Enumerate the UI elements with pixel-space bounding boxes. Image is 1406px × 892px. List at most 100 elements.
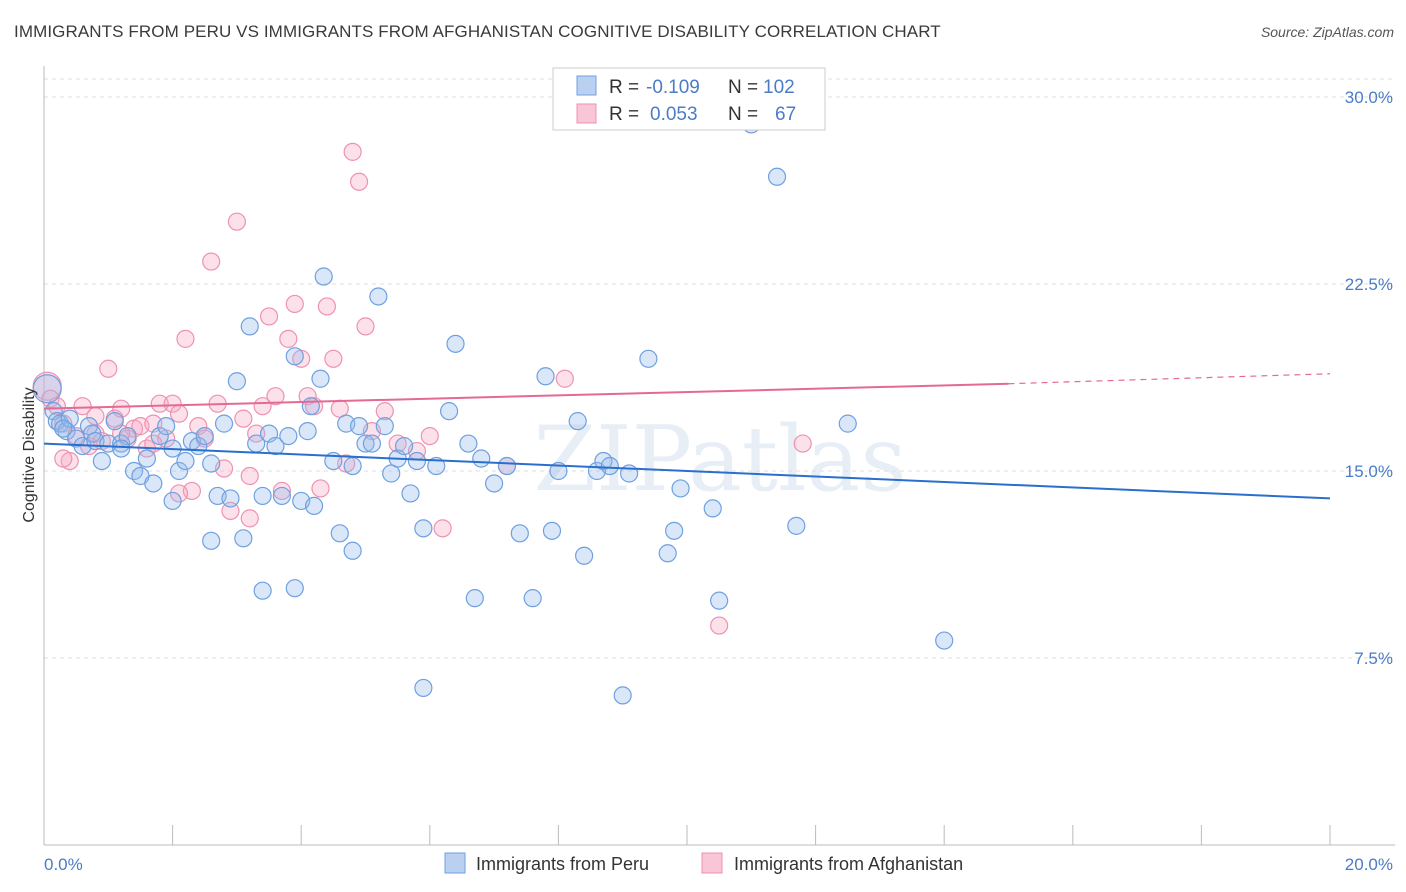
- x-tick-label: 20.0%: [1345, 855, 1393, 874]
- peru-point: [568, 412, 587, 431]
- x-tick-label: 0.0%: [44, 855, 83, 874]
- y-tick-label: 7.5%: [1354, 649, 1393, 668]
- chart-title: IMMIGRANTS FROM PERU VS IMMIGRANTS FROM …: [14, 22, 941, 41]
- afghanistan-point: [343, 142, 362, 161]
- y-tick-label: 30.0%: [1345, 88, 1393, 107]
- peru-point: [240, 317, 259, 336]
- peru-point: [369, 287, 388, 306]
- afghanistan-point: [99, 359, 118, 378]
- afghanistan-trend-extension: [1008, 373, 1331, 385]
- peru-point: [446, 334, 465, 353]
- peru-point: [50, 414, 70, 433]
- peru-point: [169, 461, 189, 481]
- peru-point: [497, 456, 517, 476]
- peru-point: [253, 581, 272, 600]
- peru-point: [202, 454, 221, 473]
- peru-point: [665, 521, 684, 540]
- peru-point: [176, 451, 195, 471]
- peru-point: [427, 456, 446, 476]
- legend-peru-r-label: R =: [609, 77, 639, 98]
- y-tick-labels: 7.5% 15.0% 22.5% 30.0%: [1345, 88, 1393, 668]
- peru-point: [311, 369, 330, 388]
- peru-point: [32, 374, 62, 404]
- peru-point: [767, 167, 787, 186]
- peru-point: [710, 591, 729, 610]
- legend-peru-r-value: -0.109: [646, 77, 700, 98]
- peru-point: [414, 678, 433, 698]
- peru-point: [298, 422, 317, 441]
- peru-point: [285, 347, 304, 366]
- peru-point: [202, 531, 221, 550]
- peru-point: [549, 461, 568, 481]
- peru-point: [54, 419, 73, 438]
- peru-point: [112, 439, 131, 458]
- peru-point: [575, 546, 594, 565]
- peru-point: [613, 686, 632, 705]
- peru-point: [536, 367, 555, 386]
- afghanistan-point: [433, 519, 452, 538]
- afghanistan-point: [420, 426, 439, 446]
- peru-point: [671, 479, 690, 498]
- afghanistan-point: [279, 329, 298, 348]
- afghanistan-point: [311, 479, 330, 498]
- peru-point: [703, 499, 722, 518]
- peru-point: [157, 417, 176, 436]
- peru-point: [301, 397, 320, 416]
- y-tick-label: 15.0%: [1345, 462, 1393, 481]
- peru-point: [221, 489, 240, 508]
- bottom-legend-peru-swatch: [444, 852, 466, 874]
- peru-point: [314, 267, 333, 286]
- peru-point: [234, 529, 253, 548]
- peru-point: [375, 417, 394, 436]
- peru-point: [382, 464, 401, 483]
- peru-point: [523, 589, 542, 608]
- peru-point: [542, 521, 562, 540]
- afghanistan-point: [227, 212, 246, 231]
- peru-point: [227, 372, 246, 391]
- afghanistan-point: [272, 481, 292, 501]
- afghanistan-point: [285, 294, 304, 314]
- afghanistan-point: [555, 369, 574, 388]
- peru-point: [163, 491, 182, 511]
- peru-point: [60, 409, 79, 428]
- peru-point: [414, 519, 433, 538]
- peru-point: [600, 456, 619, 476]
- peru-point: [362, 434, 382, 453]
- bottom-legend-peru-label: Immigrants from Peru: [476, 854, 649, 874]
- peru-point: [639, 349, 658, 368]
- legend-afghanistan-n-value: 67: [775, 104, 796, 125]
- peru-point: [137, 449, 156, 468]
- legend: R = -0.109 N = 102 R = 0.053 N = 67: [552, 67, 826, 131]
- peru-point: [330, 524, 349, 543]
- afghanistan-point: [240, 466, 259, 486]
- peru-trend-line: [43, 442, 1331, 500]
- legend-afghanistan-r-value: 0.053: [650, 104, 698, 125]
- legend-peru-n-value: 102: [763, 77, 795, 98]
- peru-point: [150, 426, 169, 446]
- afghanistan-point: [317, 297, 337, 316]
- peru-point: [304, 496, 324, 516]
- afghanistan-point: [163, 394, 182, 413]
- peru-point: [343, 541, 362, 560]
- peru-point: [439, 402, 459, 421]
- afghanistan-point: [169, 404, 189, 423]
- peru-point: [272, 486, 292, 506]
- grid-lines: [44, 78, 1395, 659]
- peru-point: [195, 426, 214, 446]
- afghanistan-points: [32, 142, 812, 635]
- afghanistan-point: [234, 409, 253, 428]
- afghanistan-point: [356, 317, 375, 336]
- afghanistan-point: [324, 349, 343, 368]
- peru-point: [349, 417, 369, 436]
- peru-point: [459, 434, 478, 453]
- afghanistan-point: [349, 172, 369, 191]
- peru-point: [214, 414, 234, 433]
- legend-peru-swatch: [576, 75, 597, 96]
- legend-peru-n-label: N =: [728, 77, 758, 98]
- bottom-legend-afghanistan-swatch: [701, 852, 723, 874]
- afghanistan-point: [375, 402, 394, 421]
- peru-point: [356, 434, 375, 453]
- peru-point: [838, 414, 857, 433]
- peru-point: [401, 484, 420, 503]
